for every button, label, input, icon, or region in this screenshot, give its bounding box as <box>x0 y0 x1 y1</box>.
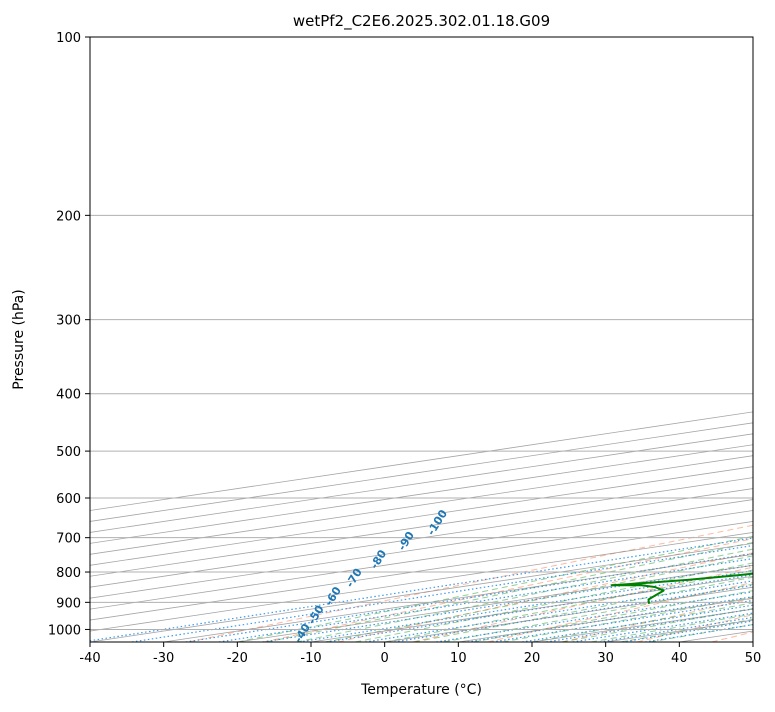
isotherm-line <box>0 37 775 642</box>
y-axis-label: Pressure (hPa) <box>11 289 27 389</box>
dry-adiabat-label: -20 <box>276 658 298 682</box>
moist-adiabat-line <box>503 141 775 642</box>
y-tick-label: 800 <box>56 566 81 581</box>
sounding-traces <box>612 37 775 604</box>
dry-adiabat-label: -70 <box>343 566 365 590</box>
isotherm-line <box>0 37 775 642</box>
dry-adiabat-line <box>637 37 775 642</box>
pressure-grid <box>90 37 753 629</box>
x-tick-label: 50 <box>745 651 762 666</box>
isotherm-line <box>0 37 775 642</box>
x-tick-label: -20 <box>227 651 248 666</box>
plot-frame <box>90 37 753 642</box>
moist-adiabat-line <box>326 141 775 642</box>
x-tick-label: -40 <box>79 651 100 666</box>
isotherm-line <box>458 37 775 642</box>
mixing-ratio-line <box>186 451 775 642</box>
dry-adiabat-line <box>712 37 775 642</box>
x-tick-label: 0 <box>381 651 389 666</box>
x-axis-label: Temperature (°C) <box>360 682 482 698</box>
isotherm-line <box>90 37 775 642</box>
x-tick-label: 30 <box>597 651 614 666</box>
dry-adiabat-label: -100 <box>424 507 450 538</box>
y-tick-label: 300 <box>56 314 81 329</box>
isotherm-line <box>385 37 775 642</box>
isotherm-line <box>0 37 775 642</box>
dry-adiabat-line <box>413 37 775 642</box>
x-tick-label: -10 <box>300 651 321 666</box>
isotherm-line <box>0 37 775 642</box>
mixing-ratio-line <box>326 451 775 642</box>
moist-adiabat-line <box>473 141 775 642</box>
y-tick-label: 900 <box>56 596 81 611</box>
y-tick-label: 100 <box>56 31 81 46</box>
isotherm-line <box>0 37 775 642</box>
x-tick-label: 10 <box>450 651 467 666</box>
dewpoint-trace <box>612 37 775 604</box>
isotherm-line <box>0 37 775 642</box>
x-tick-label: -30 <box>153 651 174 666</box>
y-tick-label: 600 <box>56 492 81 507</box>
isotherm-line <box>16 37 775 642</box>
moist-adiabat-line <box>385 141 775 642</box>
moist-adiabat-line <box>237 141 775 642</box>
dry-adiabat-line <box>189 37 775 642</box>
y-tick-label: 700 <box>56 532 81 547</box>
dry-adiabat-label: -10 <box>274 676 296 700</box>
y-tick-label: 500 <box>56 445 81 460</box>
moist-adiabat-line <box>444 141 775 642</box>
mixing-ratio-line <box>132 451 775 642</box>
y-tick-label: 200 <box>56 209 81 224</box>
isotherm-line <box>606 37 775 642</box>
isotherm-line <box>753 37 775 642</box>
x-tick-label: 20 <box>524 651 541 666</box>
chart-title: wetPf2_C2E6.2025.302.01.18.G09 <box>293 12 550 31</box>
thermodynamic-reference-lines <box>0 37 775 642</box>
isotherm-line <box>679 37 775 642</box>
isotherm-line <box>0 37 775 642</box>
isotherm-line <box>0 37 775 642</box>
y-tick-label: 400 <box>56 388 81 403</box>
y-tick-label: 1000 <box>48 623 81 638</box>
isotherm-line <box>0 37 775 642</box>
dry-adiabat-label: -90 <box>395 529 417 553</box>
moist-adiabat-line <box>296 141 775 642</box>
isotherm-line <box>0 37 775 642</box>
isotherm-line <box>532 37 775 642</box>
x-tick-label: 40 <box>671 651 688 666</box>
dry-adiabat-line <box>488 37 775 642</box>
